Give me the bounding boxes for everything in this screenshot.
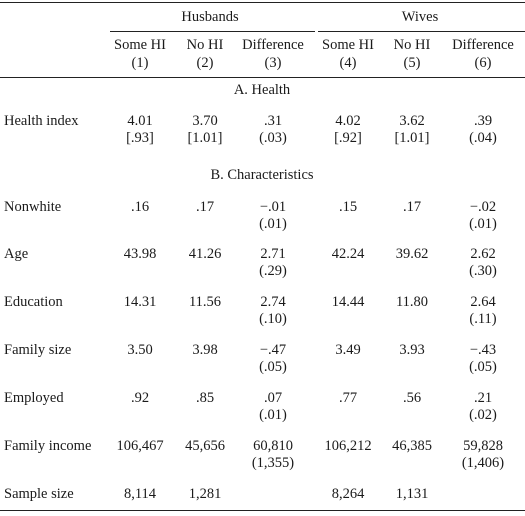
table-cell: 106,212 — [324, 438, 372, 454]
table-cell: .16 — [130, 199, 150, 215]
table-subcell: (.01) — [259, 407, 287, 423]
section-header-characteristics: B. Characteristics — [210, 167, 314, 183]
table-cell: 41.26 — [188, 246, 222, 262]
table-subcell: (.01) — [259, 216, 287, 232]
table-subcell: [1.01] — [187, 130, 223, 146]
table-cell: .17 — [195, 199, 215, 215]
table-cell: 39.62 — [395, 246, 429, 262]
table-cell: 46,385 — [392, 438, 432, 454]
table-cell: .31 — [263, 113, 283, 129]
table-cell: 3.93 — [399, 342, 425, 358]
top-rule — [0, 2, 525, 3]
table-cell: .56 — [402, 390, 422, 406]
row-label: Sample size — [4, 486, 74, 502]
column-header: No HI — [186, 37, 224, 53]
table-cell: 1,131 — [395, 486, 429, 502]
table-cell: −.43 — [469, 342, 497, 358]
table-cell: −.01 — [259, 199, 287, 215]
husbands-underline — [110, 31, 315, 32]
column-number: (2) — [196, 55, 214, 71]
wives-underline — [318, 31, 525, 32]
header-rule — [0, 77, 525, 78]
table-cell: 43.98 — [123, 246, 157, 262]
table-cell: .39 — [473, 113, 493, 129]
table-cell: 11.56 — [188, 294, 222, 310]
table-subcell: (.29) — [259, 263, 287, 279]
table-cell: 59,828 — [463, 438, 503, 454]
table-cell: .07 — [263, 390, 283, 406]
table-cell: 8,264 — [331, 486, 365, 502]
table-subcell: (.05) — [469, 359, 497, 375]
table-cell: 2.71 — [260, 246, 286, 262]
table-cell: 2.62 — [470, 246, 496, 262]
row-label: Family size — [4, 342, 72, 358]
table-cell: 42.24 — [331, 246, 365, 262]
table-subcell: (1,406) — [461, 455, 505, 471]
table-cell: 14.44 — [331, 294, 365, 310]
group-header-husbands: Husbands — [181, 9, 239, 25]
table-cell: 2.74 — [260, 294, 286, 310]
column-number: (1) — [131, 55, 149, 71]
table-subcell: (.04) — [469, 130, 497, 146]
column-header: Some HI — [322, 37, 374, 53]
column-header: Difference — [452, 37, 514, 53]
table-cell: 2.64 — [470, 294, 496, 310]
table-subcell: [1.01] — [394, 130, 430, 146]
row-label: Family income — [4, 438, 92, 454]
table-cell: 4.02 — [335, 113, 361, 129]
table-subcell: (.05) — [259, 359, 287, 375]
column-header: No HI — [393, 37, 431, 53]
table-subcell: (.02) — [469, 407, 497, 423]
table-cell: 106,467 — [116, 438, 164, 454]
table-subcell: (.10) — [259, 311, 287, 327]
table-cell: 8,114 — [123, 486, 157, 502]
table-cell: 3.62 — [399, 113, 425, 129]
table-cell: 3.98 — [192, 342, 218, 358]
table-cell: .17 — [402, 199, 422, 215]
table-subcell: [.92] — [334, 130, 362, 146]
table-cell: −.02 — [469, 199, 497, 215]
table-cell: 3.49 — [335, 342, 361, 358]
table-subcell: (.03) — [259, 130, 287, 146]
table-subcell: (1,355) — [251, 455, 295, 471]
section-header-health: A. Health — [233, 82, 291, 98]
row-label: Nonwhite — [4, 199, 62, 215]
column-header: Difference — [242, 37, 304, 53]
group-header-wives: Wives — [401, 9, 439, 25]
column-number: (4) — [339, 55, 357, 71]
table-cell: .21 — [473, 390, 493, 406]
table-cell: .92 — [130, 390, 150, 406]
column-number: (5) — [403, 55, 421, 71]
table-subcell: [.93] — [126, 130, 154, 146]
table-cell: 45,656 — [185, 438, 225, 454]
table-cell: .85 — [195, 390, 215, 406]
row-label: Health index — [4, 113, 79, 129]
row-label: Employed — [4, 390, 64, 406]
table-cell: 11.80 — [395, 294, 429, 310]
table-cell: 4.01 — [127, 113, 153, 129]
column-number: (6) — [474, 55, 492, 71]
row-label: Age — [4, 246, 29, 262]
bottom-rule — [0, 510, 525, 511]
column-number: (3) — [264, 55, 282, 71]
column-header: Some HI — [114, 37, 166, 53]
table-cell: .15 — [338, 199, 358, 215]
table-cell: 14.31 — [123, 294, 157, 310]
table-subcell: (.30) — [469, 263, 497, 279]
table-cell: 3.70 — [192, 113, 218, 129]
row-label: Education — [4, 294, 63, 310]
table-cell: 3.50 — [127, 342, 153, 358]
table-cell: 60,810 — [253, 438, 293, 454]
table-cell: 1,281 — [188, 486, 222, 502]
table-cell: .77 — [338, 390, 358, 406]
table-subcell: (.11) — [469, 311, 497, 327]
table-cell: −.47 — [259, 342, 287, 358]
table-subcell: (.01) — [469, 216, 497, 232]
